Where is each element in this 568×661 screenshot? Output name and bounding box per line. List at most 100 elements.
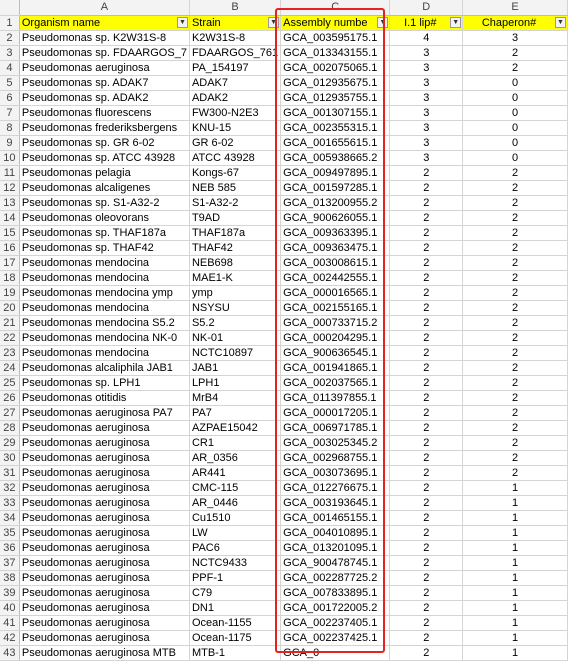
strain-cell[interactable]: C79 bbox=[189, 585, 282, 601]
organism-name-cell[interactable]: Pseudomonas aeruginosa bbox=[19, 615, 190, 631]
chaperon-count-cell[interactable]: 2 bbox=[462, 345, 568, 361]
organism-name-cell[interactable]: Pseudomonas otitidis bbox=[19, 390, 190, 406]
assembly-number-cell[interactable]: GCA_000204295.1 bbox=[280, 330, 391, 346]
strain-cell[interactable]: PAC6 bbox=[189, 540, 282, 556]
strain-cell[interactable]: ATCC 43928 bbox=[189, 150, 282, 166]
chaperon-count-cell[interactable]: 0 bbox=[462, 75, 568, 91]
chaperon-count-cell[interactable]: 2 bbox=[462, 255, 568, 271]
lip-count-cell[interactable]: 2 bbox=[389, 375, 464, 391]
assembly-number-cell[interactable]: GCA_002287725.2 bbox=[280, 570, 391, 586]
header-organism-name[interactable]: Organism name ▼ bbox=[19, 15, 190, 31]
organism-name-cell[interactable]: Pseudomonas aeruginosa PA7 bbox=[19, 405, 190, 421]
chaperon-count-cell[interactable]: 2 bbox=[462, 300, 568, 316]
lip-count-cell[interactable]: 4 bbox=[389, 30, 464, 46]
row-number[interactable]: 42 bbox=[0, 630, 20, 646]
strain-cell[interactable]: K2W31S-8 bbox=[189, 30, 282, 46]
strain-cell[interactable]: CR1 bbox=[189, 435, 282, 451]
column-header-a[interactable]: A bbox=[19, 0, 190, 16]
organism-name-cell[interactable]: Pseudomonas sp. ADAK2 bbox=[19, 90, 190, 106]
organism-name-cell[interactable]: Pseudomonas aeruginosa bbox=[19, 630, 190, 646]
header-lip-count[interactable]: I.1 lip# ▼ bbox=[389, 15, 464, 31]
organism-name-cell[interactable]: Pseudomonas sp. ADAK7 bbox=[19, 75, 190, 91]
organism-name-cell[interactable]: Pseudomonas aeruginosa bbox=[19, 585, 190, 601]
strain-cell[interactable]: LPH1 bbox=[189, 375, 282, 391]
strain-cell[interactable]: AZPAE15042 bbox=[189, 420, 282, 436]
lip-count-cell[interactable]: 2 bbox=[389, 255, 464, 271]
lip-count-cell[interactable]: 2 bbox=[389, 420, 464, 436]
assembly-number-cell[interactable]: GCA_001307155.1 bbox=[280, 105, 391, 121]
chaperon-count-cell[interactable]: 2 bbox=[462, 240, 568, 256]
assembly-number-cell[interactable]: GCA_009363475.1 bbox=[280, 240, 391, 256]
lip-count-cell[interactable]: 2 bbox=[389, 450, 464, 466]
row-number[interactable]: 22 bbox=[0, 330, 20, 346]
organism-name-cell[interactable]: Pseudomonas aeruginosa bbox=[19, 525, 190, 541]
lip-count-cell[interactable]: 3 bbox=[389, 105, 464, 121]
assembly-number-cell[interactable]: GCA_013201095.1 bbox=[280, 540, 391, 556]
row-number[interactable]: 28 bbox=[0, 420, 20, 436]
assembly-number-cell[interactable]: GCA_012935675.1 bbox=[280, 75, 391, 91]
strain-cell[interactable]: Ocean-1155 bbox=[189, 615, 282, 631]
row-number[interactable]: 43 bbox=[0, 645, 20, 661]
organism-name-cell[interactable]: Pseudomonas alcaligenes bbox=[19, 180, 190, 196]
strain-cell[interactable]: NCTC10897 bbox=[189, 345, 282, 361]
strain-cell[interactable]: T9AD bbox=[189, 210, 282, 226]
lip-count-cell[interactable]: 3 bbox=[389, 60, 464, 76]
organism-name-cell[interactable]: Pseudomonas mendocina bbox=[19, 270, 190, 286]
lip-count-cell[interactable]: 2 bbox=[389, 465, 464, 481]
organism-name-cell[interactable]: Pseudomonas fluorescens bbox=[19, 105, 190, 121]
row-number[interactable]: 17 bbox=[0, 255, 20, 271]
strain-cell[interactable]: JAB1 bbox=[189, 360, 282, 376]
row-number[interactable]: 25 bbox=[0, 375, 20, 391]
lip-count-cell[interactable]: 2 bbox=[389, 360, 464, 376]
organism-name-cell[interactable]: Pseudomonas oleovorans bbox=[19, 210, 190, 226]
assembly-number-cell[interactable]: GCA_001655615.1 bbox=[280, 135, 391, 151]
organism-name-cell[interactable]: Pseudomonas aeruginosa bbox=[19, 480, 190, 496]
chaperon-count-cell[interactable]: 2 bbox=[462, 360, 568, 376]
chaperon-count-cell[interactable]: 0 bbox=[462, 150, 568, 166]
organism-name-cell[interactable]: Pseudomonas mendocina bbox=[19, 255, 190, 271]
chaperon-count-cell[interactable]: 0 bbox=[462, 90, 568, 106]
chaperon-count-cell[interactable]: 0 bbox=[462, 135, 568, 151]
strain-cell[interactable]: NCTC9433 bbox=[189, 555, 282, 571]
lip-count-cell[interactable]: 2 bbox=[389, 480, 464, 496]
organism-name-cell[interactable]: Pseudomonas aeruginosa bbox=[19, 570, 190, 586]
organism-name-cell[interactable]: Pseudomonas sp. THAF42 bbox=[19, 240, 190, 256]
organism-name-cell[interactable]: Pseudomonas sp. ATCC 43928 bbox=[19, 150, 190, 166]
chaperon-count-cell[interactable]: 2 bbox=[462, 180, 568, 196]
chaperon-count-cell[interactable]: 2 bbox=[462, 225, 568, 241]
organism-name-cell[interactable]: Pseudomonas aeruginosa MTB bbox=[19, 645, 190, 661]
row-number[interactable]: 33 bbox=[0, 495, 20, 511]
lip-count-cell[interactable]: 2 bbox=[389, 615, 464, 631]
chaperon-count-cell[interactable]: 1 bbox=[462, 570, 568, 586]
strain-cell[interactable]: PA_154197 bbox=[189, 60, 282, 76]
row-number[interactable]: 9 bbox=[0, 135, 20, 151]
strain-cell[interactable]: AR_0356 bbox=[189, 450, 282, 466]
assembly-number-cell[interactable]: GCA_002037565.1 bbox=[280, 375, 391, 391]
organism-name-cell[interactable]: Pseudomonas aeruginosa bbox=[19, 540, 190, 556]
assembly-number-cell[interactable]: GCA_002155165.1 bbox=[280, 300, 391, 316]
lip-count-cell[interactable]: 2 bbox=[389, 300, 464, 316]
organism-name-cell[interactable]: Pseudomonas mendocina S5.2 bbox=[19, 315, 190, 331]
chaperon-count-cell[interactable]: 1 bbox=[462, 600, 568, 616]
chaperon-count-cell[interactable]: 2 bbox=[462, 330, 568, 346]
strain-cell[interactable]: ADAK2 bbox=[189, 90, 282, 106]
lip-count-cell[interactable]: 2 bbox=[389, 390, 464, 406]
assembly-number-cell[interactable]: GCA_009497895.1 bbox=[280, 165, 391, 181]
row-number[interactable]: 18 bbox=[0, 270, 20, 286]
organism-name-cell[interactable]: Pseudomonas sp. S1-A32-2 bbox=[19, 195, 190, 211]
lip-count-cell[interactable]: 2 bbox=[389, 180, 464, 196]
lip-count-cell[interactable]: 2 bbox=[389, 210, 464, 226]
chaperon-count-cell[interactable]: 2 bbox=[462, 45, 568, 61]
lip-count-cell[interactable]: 2 bbox=[389, 540, 464, 556]
chaperon-count-cell[interactable]: 2 bbox=[462, 210, 568, 226]
row-number[interactable]: 39 bbox=[0, 585, 20, 601]
strain-cell[interactable]: AR441 bbox=[189, 465, 282, 481]
strain-cell[interactable]: NSYSU bbox=[189, 300, 282, 316]
row-number[interactable]: 23 bbox=[0, 345, 20, 361]
organism-name-cell[interactable]: Pseudomonas mendocina NK-0 bbox=[19, 330, 190, 346]
organism-name-cell[interactable]: Pseudomonas aeruginosa bbox=[19, 465, 190, 481]
lip-count-cell[interactable]: 2 bbox=[389, 315, 464, 331]
filter-dropdown-icon[interactable]: ▼ bbox=[377, 16, 389, 28]
strain-cell[interactable]: NEB698 bbox=[189, 255, 282, 271]
assembly-number-cell[interactable]: GCA_011397855.1 bbox=[280, 390, 391, 406]
